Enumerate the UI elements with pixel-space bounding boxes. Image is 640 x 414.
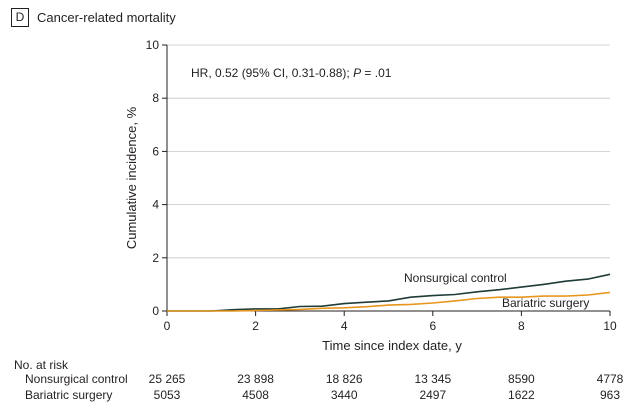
risk-value: 18 826 [325,372,363,386]
y-axis-title: Cumulative incidence, % [124,106,139,249]
x-tick-label: 10 [603,319,617,333]
series-label-nonsurgical: Nonsurgical control [404,271,507,285]
risk-value: 963 [599,388,621,402]
risk-value: 5053 [153,388,181,402]
y-tick-label: 0 [152,304,159,318]
grid-lines [167,44,610,259]
risk-value: 3440 [330,388,358,402]
y-tick-label: 6 [152,144,159,158]
y-tick-label: 4 [152,198,159,212]
x-tick-label: 6 [429,319,436,333]
y-tick-label: 8 [152,91,159,105]
risk-value: 1622 [508,388,535,402]
risk-value: 4508 [242,388,269,402]
x-axis-title: Time since index date, y [322,338,462,353]
risk-value: 13 345 [414,372,452,386]
x-tick-label: 4 [341,319,348,333]
panel-title: Cancer-related mortality [37,10,176,25]
tick-labels: 0 2 4 6 8 10 0 2 4 6 8 10 [146,38,617,333]
series-line-bariatric [167,291,611,312]
series-line-nonsurgical [167,273,611,312]
risk-value: 4778 [596,372,624,386]
risk-value: 25 265 [148,372,186,386]
series-lines [167,273,611,312]
hr-annotation: HR, 0.52 (95% CI, 0.31-0.88); P = .01 [191,66,392,80]
risk-value: 2497 [419,388,447,402]
risk-row-label: Bariatric surgery [25,388,113,402]
risk-table-header: No. at risk [14,358,69,372]
x-tick-label: 2 [252,319,259,333]
y-tick-label: 10 [146,38,160,52]
risk-value: 23 898 [237,372,274,386]
x-tick-label: 0 [164,319,171,333]
axes [162,44,611,316]
risk-value: 8590 [508,372,535,386]
x-tick-label: 8 [518,319,525,333]
risk-row-label: Nonsurgical control [25,372,128,386]
series-label-bariatric: Bariatric surgery [502,296,589,310]
y-tick-label: 2 [152,251,159,265]
panel-badge: D [11,8,29,27]
